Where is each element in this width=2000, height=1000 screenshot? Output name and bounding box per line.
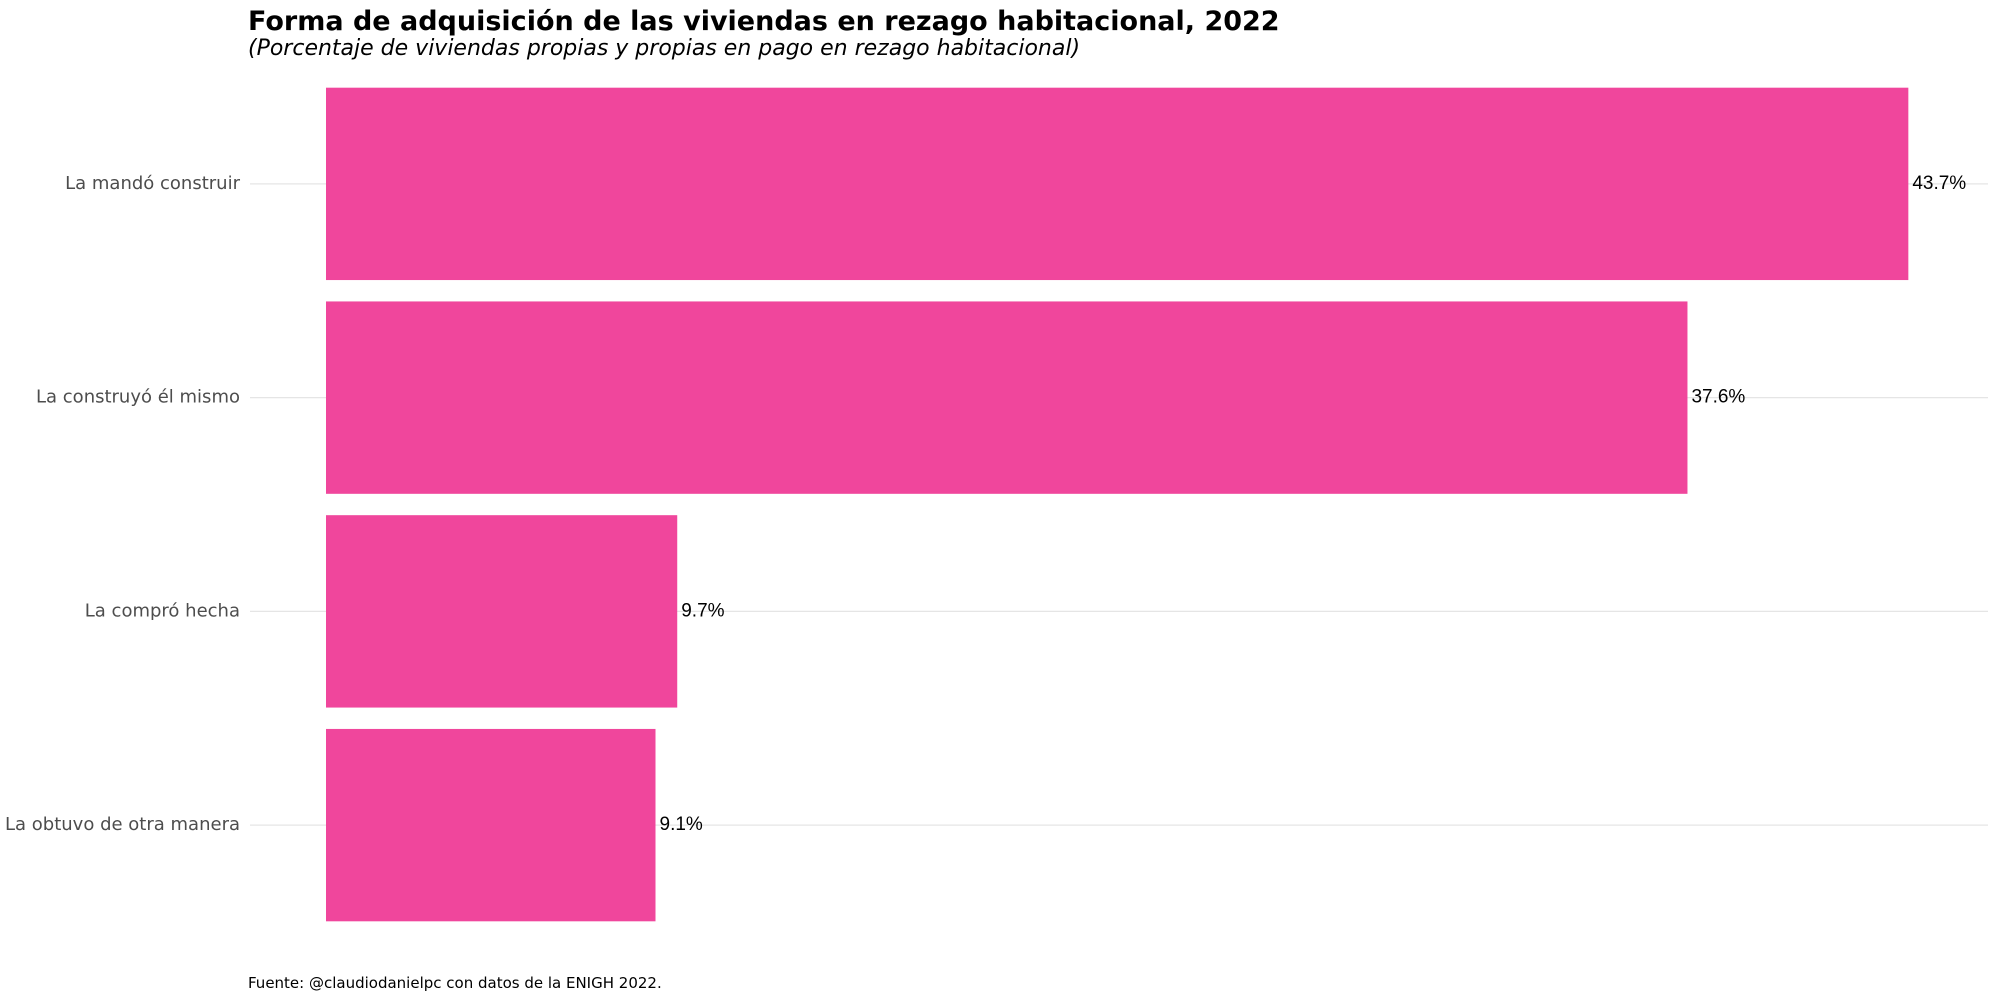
bar (326, 301, 1688, 494)
value-labels: 43.7% 37.6% 9.7% 9.1% (660, 173, 1967, 835)
category-label: La mandó construir (65, 173, 240, 194)
category-label: La construyó él mismo (36, 387, 240, 408)
category-labels: La mandó construir La construyó él mismo L… (5, 173, 241, 835)
value-label: 9.1% (660, 814, 703, 835)
bar (326, 728, 656, 922)
value-label: 43.7% (1912, 173, 1966, 194)
bars (326, 87, 1909, 922)
chart-title: Forma de adquisición de las viviendas en… (248, 6, 1280, 37)
category-label: La obtuvo de otra manera (5, 814, 240, 835)
bar (326, 515, 678, 708)
bar (326, 87, 1909, 281)
value-label: 37.6% (1691, 387, 1745, 408)
chart-subtitle: (Porcentaje de viviendas propias y propi… (248, 36, 1081, 61)
category-label: La compró hecha (85, 600, 240, 621)
value-label: 9.7% (681, 600, 724, 621)
chart-caption: Fuente: @claudiodanielpc con datos de la… (248, 974, 662, 992)
